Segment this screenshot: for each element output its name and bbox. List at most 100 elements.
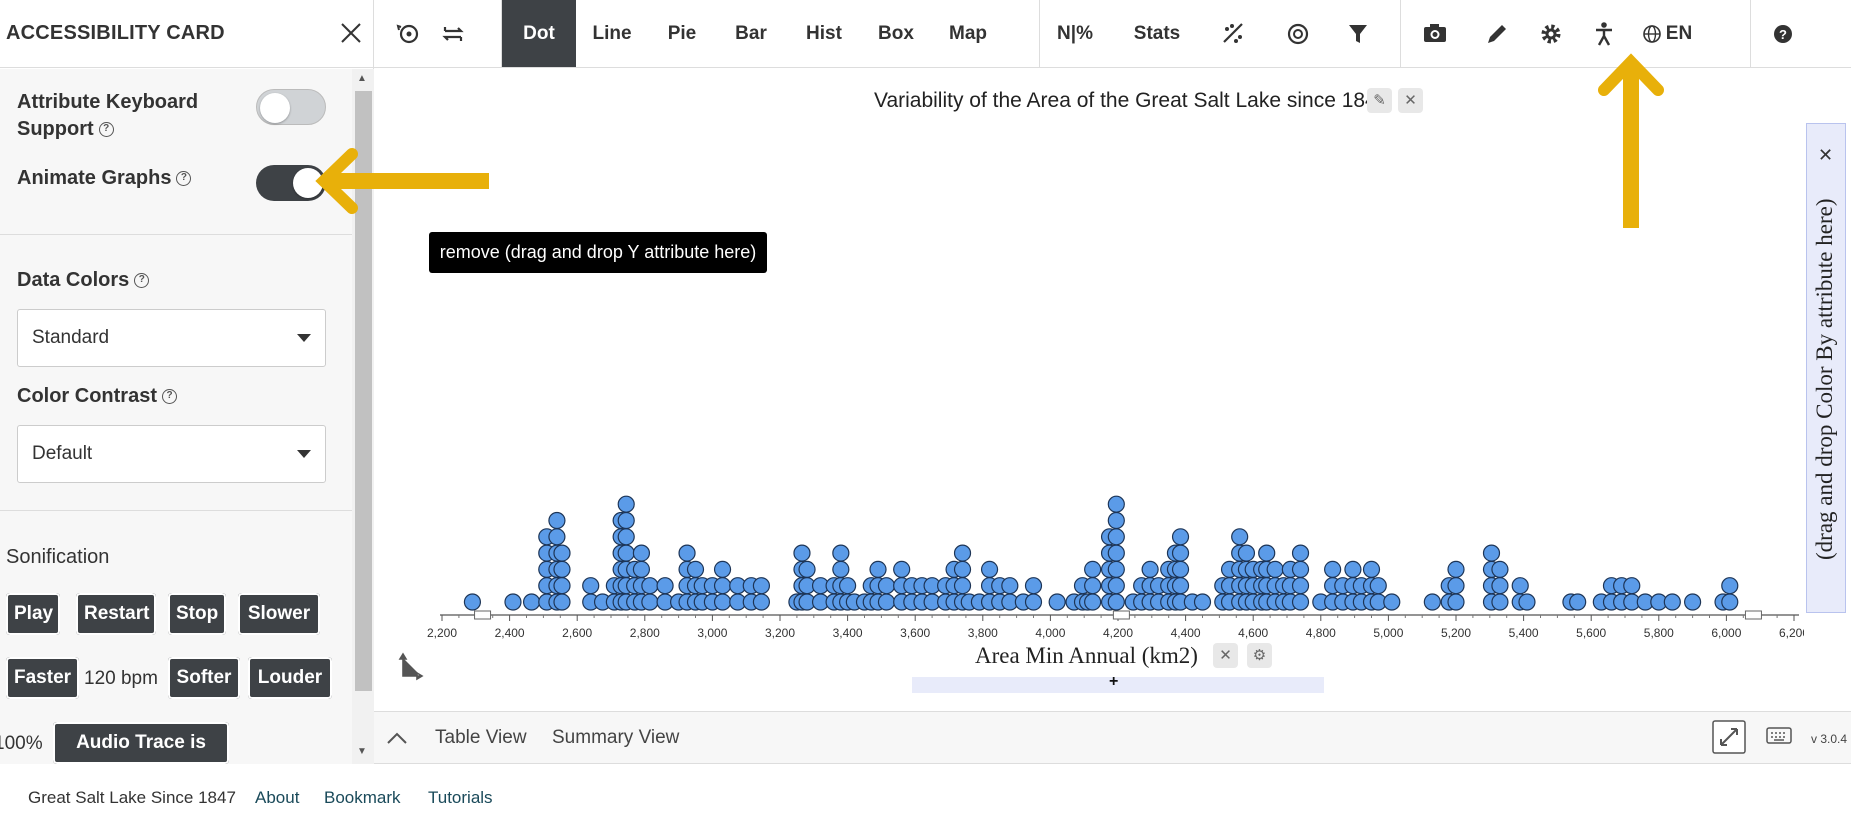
help-icon[interactable]: ?: [1752, 0, 1814, 67]
data-point[interactable]: [793, 544, 811, 562]
footer-link-about[interactable]: About: [255, 788, 300, 807]
data-point[interactable]: [1324, 560, 1342, 579]
data-point[interactable]: [1491, 593, 1509, 611]
colorby-drop-zone[interactable]: [1806, 123, 1846, 613]
slower-button[interactable]: Slower: [238, 593, 320, 635]
data-colors-select[interactable]: Standard: [17, 309, 326, 367]
data-point[interactable]: [839, 577, 857, 595]
data-point[interactable]: [1107, 528, 1125, 546]
data-point[interactable]: [1237, 544, 1256, 562]
data-point[interactable]: [1231, 528, 1249, 546]
data-point[interactable]: [1107, 511, 1125, 530]
data-point[interactable]: [713, 593, 732, 611]
data-point[interactable]: [869, 560, 887, 579]
data-point[interactable]: [893, 560, 911, 579]
data-point[interactable]: [1024, 577, 1043, 595]
axis-pan-handle[interactable]: [1112, 610, 1130, 620]
data-point[interactable]: [1344, 560, 1362, 579]
data-point[interactable]: [1141, 560, 1159, 579]
color-contrast-select[interactable]: Default: [17, 425, 326, 483]
axis-min-handle[interactable]: [474, 610, 492, 620]
data-point[interactable]: [504, 593, 522, 611]
data-point[interactable]: [1193, 593, 1212, 611]
filter-icon[interactable]: [1330, 0, 1386, 67]
help-icon[interactable]: ?: [176, 171, 192, 187]
faster-button[interactable]: Faster: [6, 657, 79, 699]
data-point[interactable]: [617, 511, 635, 530]
data-point[interactable]: [641, 577, 659, 595]
tab-pie[interactable]: Pie: [667, 22, 697, 44]
data-point[interactable]: [463, 593, 482, 611]
expand-icon[interactable]: [1712, 720, 1746, 754]
data-point[interactable]: [1447, 560, 1465, 579]
animate-graphs-toggle[interactable]: [256, 165, 326, 201]
data-point[interactable]: [1518, 593, 1536, 611]
data-point[interactable]: [582, 577, 600, 595]
reset-icon[interactable]: [386, 0, 432, 67]
data-point[interactable]: [1663, 593, 1681, 611]
data-point[interactable]: [877, 577, 896, 595]
footer-link-tutorials[interactable]: Tutorials: [428, 788, 493, 807]
data-point[interactable]: [1721, 577, 1739, 595]
restart-button[interactable]: Restart: [76, 593, 156, 635]
data-point[interactable]: [1048, 593, 1066, 611]
edit-title-button[interactable]: ✎: [1367, 88, 1392, 113]
softer-button[interactable]: Softer: [168, 657, 240, 699]
data-point[interactable]: [1024, 593, 1043, 611]
data-point[interactable]: [632, 544, 651, 562]
data-point[interactable]: [1491, 560, 1509, 579]
x-drop-zone[interactable]: +: [912, 673, 1324, 693]
play-button[interactable]: Play: [6, 593, 60, 635]
data-point[interactable]: [713, 577, 732, 595]
data-point[interactable]: [1171, 560, 1190, 579]
help-icon[interactable]: ?: [162, 389, 177, 405]
accessibility-icon[interactable]: [1578, 0, 1630, 67]
tab-hist[interactable]: Hist: [806, 22, 842, 44]
data-point[interactable]: [713, 560, 732, 579]
data-point[interactable]: [617, 544, 635, 562]
data-point[interactable]: [632, 560, 651, 579]
data-point[interactable]: [1171, 577, 1190, 595]
tab-box[interactable]: Box: [878, 22, 914, 44]
data-point[interactable]: [1511, 577, 1529, 595]
data-point[interactable]: [1266, 560, 1284, 579]
scroll-up-icon[interactable]: ▲: [357, 73, 367, 84]
tab-line[interactable]: Line: [592, 22, 632, 44]
data-point[interactable]: [1107, 593, 1125, 611]
trend-icon[interactable]: [1200, 0, 1266, 67]
scroll-down-icon[interactable]: ▼: [357, 746, 367, 757]
data-point[interactable]: [752, 577, 771, 595]
data-point[interactable]: [1258, 544, 1276, 562]
x-axis-label[interactable]: Area Min Annual (km2): [975, 643, 1198, 668]
data-point[interactable]: [953, 560, 972, 579]
data-point[interactable]: [1291, 577, 1310, 595]
data-point[interactable]: [1423, 593, 1441, 611]
pen-icon[interactable]: [1466, 0, 1524, 67]
data-point[interactable]: [617, 495, 635, 513]
data-point[interactable]: [678, 544, 696, 562]
close-icon[interactable]: ✕: [1818, 145, 1834, 165]
data-point[interactable]: [953, 544, 972, 562]
tab-summary-view[interactable]: Summary View: [552, 727, 680, 748]
dot-plot[interactable]: 2,200 2,400 2,600 2,800 3,000 3,200 3,400 3,600…: [374, 470, 1804, 640]
data-point[interactable]: [1383, 593, 1401, 611]
data-point[interactable]: [1107, 544, 1125, 562]
language-selector[interactable]: EN: [1630, 0, 1704, 67]
data-point[interactable]: [553, 593, 571, 611]
data-point[interactable]: [617, 528, 635, 546]
data-point[interactable]: [553, 544, 571, 562]
data-point[interactable]: [1291, 544, 1310, 562]
data-point[interactable]: [1171, 544, 1190, 562]
data-point[interactable]: [1107, 560, 1125, 579]
audio-trace-button[interactable]: Audio Trace is OFF: [53, 722, 229, 764]
data-point[interactable]: [1291, 593, 1310, 611]
data-point[interactable]: [656, 577, 674, 595]
tab-n-percent[interactable]: N|%: [1057, 22, 1093, 44]
remove-attribute-button[interactable]: ✕: [1213, 643, 1238, 668]
data-point[interactable]: [1362, 560, 1381, 579]
keyboard-icon[interactable]: [1766, 726, 1792, 746]
data-point[interactable]: [1084, 577, 1102, 595]
axis-swap-icon[interactable]: [398, 652, 426, 682]
scroll-thumb[interactable]: [355, 91, 372, 691]
data-point[interactable]: [832, 544, 850, 562]
